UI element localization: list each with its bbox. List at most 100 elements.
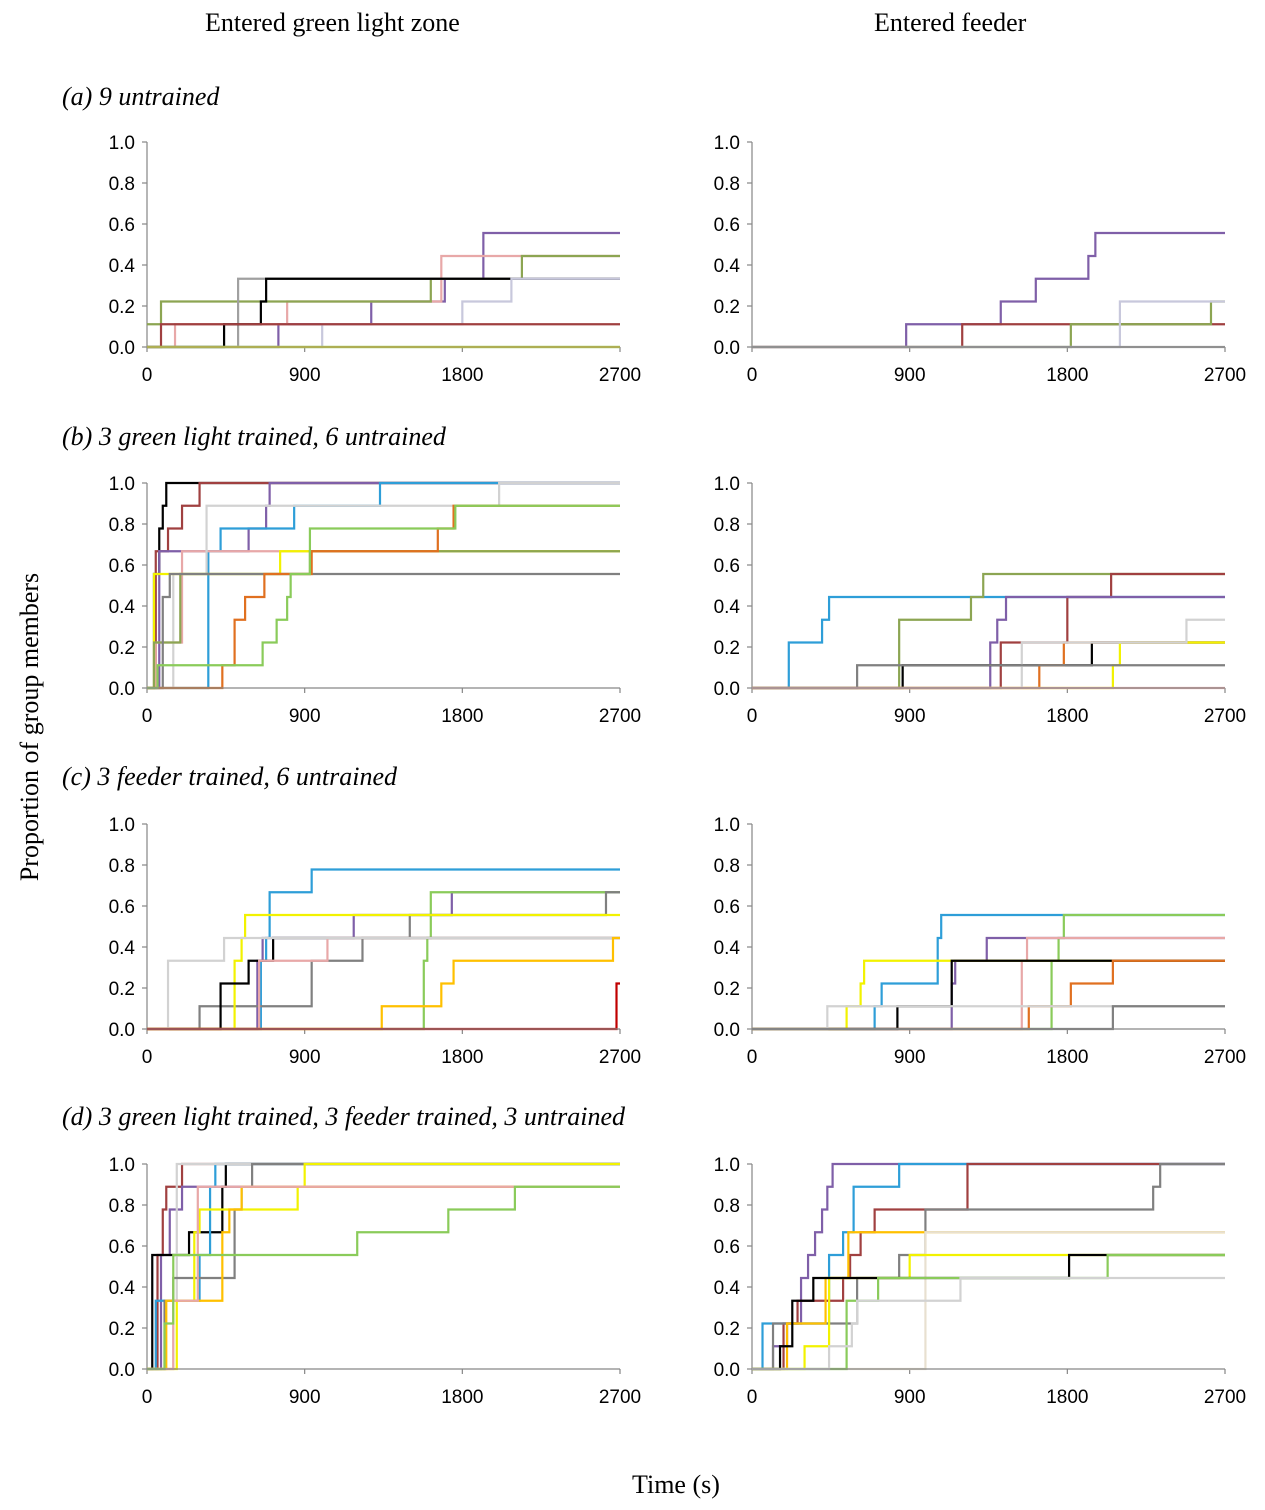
series-line-1 [752,231,1225,349]
y-tick-label: 1.0 [109,133,135,154]
y-tick-label: 0.6 [714,215,740,236]
x-tick-label: 2700 [1204,365,1246,386]
y-tick-label: 0.4 [714,938,741,959]
column-title-feeder: Entered feeder [874,8,1027,37]
x-tick-label: 2700 [599,1387,641,1408]
series-line-8 [752,1005,1225,1031]
y-tick-label: 0.2 [714,979,740,1000]
y-tick-label: 1.0 [109,474,135,495]
y-tick-label: 0.4 [109,256,136,277]
y-tick-label: 0.4 [714,1278,741,1299]
x-tick-label: 1800 [441,1047,483,1068]
y-tick-label: 1.0 [109,815,135,836]
y-tick-label: 0.6 [109,215,135,236]
y-tick-label: 0.4 [714,597,741,618]
series-line-6 [147,277,620,349]
y-tick-label: 0.4 [109,1278,136,1299]
row-title-b: (b) 3 green light trained, 6 untrained [62,422,446,451]
y-tick-label: 0.6 [109,556,135,577]
series-line-4 [147,277,620,349]
x-tick-label: 0 [747,1387,758,1408]
series-line-9 [147,572,620,690]
series-line-4 [147,481,620,690]
y-tick-label: 0.6 [109,897,135,918]
series-line-3 [147,891,620,1031]
series-line-6 [147,1162,620,1371]
series-line-6 [147,936,620,1031]
x-tick-label: 2700 [599,365,641,386]
x-tick-label: 900 [289,1387,321,1408]
x-tick-label: 2700 [1204,1387,1246,1408]
x-tick-label: 1800 [441,365,483,386]
x-tick-label: 2700 [1204,1047,1246,1068]
y-tick-label: 0.0 [714,1020,740,1041]
series-line-3 [752,936,1225,1031]
series-line-5 [752,959,1225,1031]
x-tick-label: 1800 [441,1387,483,1408]
series-line-1 [147,868,620,1031]
series-line-3 [147,481,620,690]
y-tick-label: 0.8 [109,1196,135,1217]
y-tick-label: 0.0 [109,679,135,700]
series-line-4 [752,936,1225,1031]
x-tick-label: 1800 [1046,1387,1088,1408]
y-tick-label: 0.6 [714,897,740,918]
x-tick-label: 0 [142,365,153,386]
series-line-6 [147,481,620,690]
y-tick-label: 0.2 [714,297,740,318]
series-line-2 [147,254,620,349]
series-line-7 [752,1253,1225,1371]
x-tick-label: 2700 [599,706,641,727]
row-title-a: (a) 9 untrained [62,82,220,111]
y-tick-label: 0.8 [109,174,135,195]
x-tick-label: 900 [894,365,926,386]
x-tick-label: 900 [289,365,321,386]
series-line-1 [752,595,1225,690]
y-tick-label: 0.2 [109,638,135,659]
y-tick-label: 0.2 [109,979,135,1000]
chart-panel-d-feeder: 0.0 0.2 0.4 0.6 0.8 1.0 0 900 1800 2700 [714,1155,1247,1408]
series-line-7 [147,323,620,349]
series-line-10 [147,1185,620,1371]
series-line-7 [752,959,1225,1031]
series-line-8 [147,550,620,690]
y-axis-title: Proportion of group members [15,572,44,882]
y-tick-label: 0.2 [109,297,135,318]
series-line-1 [147,1162,620,1371]
series-line-2 [752,1162,1225,1371]
y-tick-label: 0.6 [714,1237,740,1258]
series-line-8 [147,1185,620,1371]
x-tick-label: 0 [747,706,758,727]
y-tick-label: 0.4 [714,256,741,277]
y-tick-label: 0.0 [714,338,740,359]
x-tick-label: 1800 [1046,1047,1088,1068]
x-tick-label: 900 [289,706,321,727]
row-title-c: (c) 3 feeder trained, 6 untrained [62,762,398,791]
y-tick-label: 0.8 [714,515,740,536]
y-tick-label: 0.6 [109,1237,135,1258]
chart-panel-b-feeder: 0.0 0.2 0.4 0.6 0.8 1.0 0 900 1800 2700 [714,474,1247,727]
series-line-5 [147,1162,620,1371]
series-line-10 [752,1276,1225,1371]
x-tick-label: 2700 [599,1047,641,1068]
series-line-8 [147,936,620,1031]
series-line-2 [147,1185,620,1371]
y-tick-label: 0.0 [109,338,135,359]
y-tick-label: 0.8 [109,856,135,877]
series-line-4 [147,1162,620,1371]
series-line-5 [147,913,620,1031]
y-tick-label: 0.2 [714,1319,740,1340]
y-tick-label: 0.2 [109,1319,135,1340]
series-line-7 [147,550,620,690]
series-line-1 [752,913,1225,1031]
series-line-3 [147,254,620,326]
series-line-9 [147,936,620,1031]
y-tick-label: 0.0 [714,1360,740,1381]
y-tick-label: 0.2 [714,638,740,659]
series-line-7 [147,1162,620,1371]
series-line-5 [752,1231,1225,1371]
series-line-11 [147,504,620,690]
chart-panel-c-green-light: 0.0 0.2 0.4 0.6 0.8 1.0 0 900 1800 2700 [109,815,642,1068]
y-tick-label: 1.0 [714,815,740,836]
x-axis-title: Time (s) [632,1470,720,1499]
